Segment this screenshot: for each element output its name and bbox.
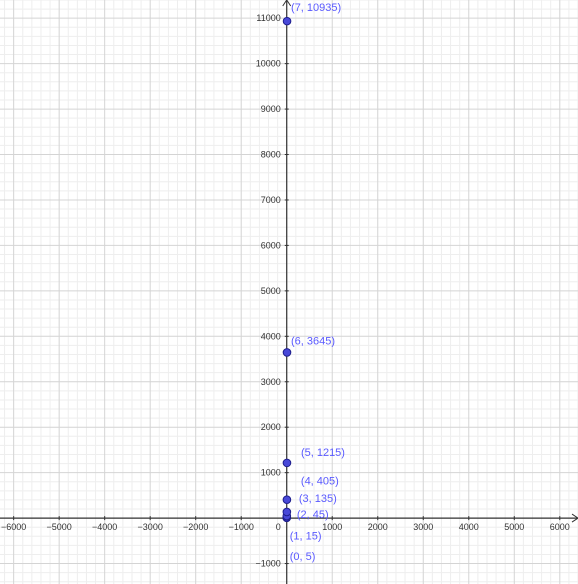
point-label: (1, 15) — [290, 530, 322, 542]
y-tick-label: 6000 — [261, 240, 281, 250]
y-axis-arrow — [282, 0, 292, 7]
data-point[interactable] — [282, 495, 292, 504]
y-tick-label: 10000 — [256, 59, 281, 69]
x-tick-label: 3000 — [413, 522, 433, 532]
x-tick-label: 1000 — [322, 522, 342, 532]
y-tick-label: 11000 — [256, 13, 280, 23]
point-label: (6, 3645) — [291, 335, 335, 347]
y-tick-label: 1000 — [261, 468, 281, 478]
point-label: (3, 135) — [299, 493, 337, 505]
point-label: (0, 5) — [290, 551, 316, 563]
x-axis-arrow — [571, 513, 578, 523]
y-tick-label: 9000 — [261, 104, 281, 114]
x-tick-label: 2000 — [368, 522, 388, 532]
data-points[interactable] — [282, 16, 292, 523]
data-point[interactable] — [282, 458, 292, 468]
tick-labels: −6000 −5000 −4000 −3000 −2000 −1000 1000 2000 30… — [1, 13, 570, 568]
point-labels: (0, 5) (1, 15) (2, 45) (3, 135) (4, 405) (5, … — [290, 2, 345, 563]
y-tick-label: 7000 — [261, 195, 281, 205]
x-tick-label: 4000 — [459, 522, 479, 532]
data-point[interactable] — [282, 16, 292, 26]
data-point[interactable] — [282, 348, 292, 357]
x-tick-label: −6000 — [1, 522, 26, 532]
origin-label: 0 — [276, 522, 281, 532]
y-tick-label: 4000 — [261, 331, 281, 341]
x-tick-label: −2000 — [183, 522, 208, 532]
point-label: (7, 10935) — [291, 2, 341, 14]
x-tick-label: −5000 — [47, 522, 72, 532]
x-tick-label: −3000 — [138, 522, 163, 532]
point-label: (2, 45) — [297, 509, 329, 521]
y-tick-label: 2000 — [261, 422, 281, 432]
point-label: (5, 1215) — [301, 447, 345, 459]
data-point[interactable] — [282, 507, 292, 517]
point-label: (4, 405) — [301, 476, 339, 488]
y-tick-label: −1000 — [255, 559, 280, 569]
x-tick-label: −1000 — [229, 522, 254, 532]
x-tick-label: −4000 — [92, 522, 117, 532]
x-tick-label: 5000 — [504, 522, 524, 532]
x-tick-label: 6000 — [550, 522, 570, 532]
y-tick-label: 8000 — [261, 150, 281, 160]
y-tick-label: 5000 — [261, 286, 281, 296]
y-tick-label: 3000 — [261, 377, 281, 387]
